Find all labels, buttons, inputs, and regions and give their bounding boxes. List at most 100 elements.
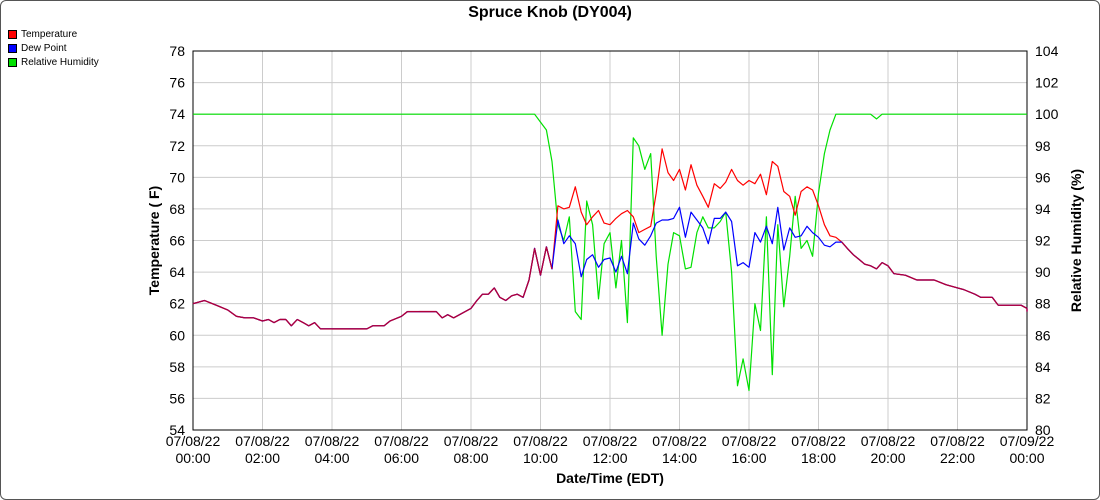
series-overlap-segment: [841, 241, 848, 249]
y-left-tick-label: 56: [169, 390, 185, 406]
series-overlap-segment: [893, 273, 906, 276]
x-tick-label-date: 07/08/22: [374, 433, 429, 449]
x-tick-label-time: 08:00: [453, 450, 488, 466]
series-overlap-segment: [273, 318, 281, 324]
series-overlap-segment: [516, 293, 524, 298]
series-overlap-segment: [435, 311, 443, 319]
series-overlap-segment: [505, 295, 513, 302]
x-tick-label-date: 07/08/22: [930, 433, 985, 449]
y-left-tick-label: 72: [169, 138, 185, 154]
series-overlap-segment: [870, 265, 877, 270]
series-overlap-segment: [539, 246, 548, 276]
x-tick-label-time: 10:00: [523, 450, 558, 466]
series-overlap-segment: [268, 318, 275, 324]
x-tick-label-time: 04:00: [314, 450, 349, 466]
y-left-tick-label: 78: [169, 43, 185, 59]
x-tick-label-time: 00:00: [1009, 450, 1044, 466]
x-tick-label-date: 07/08/22: [861, 433, 916, 449]
series-overlap-segment: [852, 254, 860, 260]
y-right-tick-label: 102: [1035, 75, 1059, 91]
x-tick-label-date: 07/09/22: [1000, 433, 1055, 449]
y-right-tick-label: 80: [1035, 422, 1051, 438]
series-overlap-segment: [459, 307, 472, 316]
series-overlap-segment: [262, 318, 269, 322]
y-left-tick-label: 54: [169, 422, 185, 438]
series-overlap-segment: [864, 263, 871, 267]
series-overlap-segment: [290, 319, 298, 327]
x-tick-label-time: 12:00: [592, 450, 627, 466]
series-overlap-segment: [476, 293, 483, 301]
y-right-tick-label: 94: [1035, 201, 1051, 217]
x-tick-label-time: 00:00: [175, 450, 210, 466]
x-tick-label-date: 07/08/22: [722, 433, 777, 449]
x-tick-label-date: 07/08/22: [235, 433, 290, 449]
y-left-tick-label: 58: [169, 359, 185, 375]
y-left-tick-label: 68: [169, 201, 185, 217]
y-right-tick-label: 98: [1035, 138, 1051, 154]
y-right-tick-label: 96: [1035, 169, 1051, 185]
legend-label-temperature: Temperature: [21, 28, 78, 40]
series-overlap-segment: [991, 296, 999, 306]
legend-label-dew-point: Dew Point: [21, 42, 67, 54]
x-tick-label-time: 16:00: [731, 450, 766, 466]
series-overlap-segment: [963, 288, 976, 295]
series-overlap-segment: [499, 296, 507, 302]
series-overlap-segment: [308, 322, 315, 327]
series-overlap-segment: [846, 247, 854, 256]
y-right-tick-label: 82: [1035, 390, 1051, 406]
series-layer: [192, 113, 1028, 392]
y-left-tick-label: 66: [169, 233, 185, 249]
series-overlap-segment: [974, 293, 982, 298]
series-overlap-segment: [227, 309, 237, 317]
series-overlap-segment: [253, 317, 263, 322]
x-tick-label-time: 22:00: [940, 450, 975, 466]
series-overlap-segment: [314, 322, 322, 330]
legend-swatch-dew-point: [8, 43, 17, 53]
series-overlap-segment: [858, 258, 866, 265]
series-overlap-segment: [366, 325, 373, 330]
x-tick-label-date: 07/08/22: [305, 433, 360, 449]
y-left-tick-label: 60: [169, 327, 185, 343]
series-overlap-segment: [216, 304, 228, 311]
series-overlap-segment: [487, 287, 495, 295]
y-right-tick-label: 88: [1035, 296, 1051, 312]
series-overlap-segment: [204, 299, 217, 306]
legend-swatch-temperature: [8, 29, 17, 39]
x-tick-label-time: 02:00: [245, 450, 280, 466]
x-tick-label-date: 07/08/22: [652, 433, 707, 449]
series-overlap-segment: [192, 299, 205, 305]
x-tick-label-time: 20:00: [870, 450, 905, 466]
series-overlap-segment: [401, 311, 408, 317]
tick-labels: 54 80 56 82 58 84 60 86 62 88 64 90 66 92 68 94 70 96 72 98…: [166, 43, 1059, 466]
y-right-tick-label: 90: [1035, 264, 1051, 280]
series-overlap-segment: [876, 262, 883, 270]
y-left-tick-label: 64: [169, 264, 185, 280]
y-right-tick-label: 100: [1035, 106, 1059, 122]
series-overlap-segment: [383, 320, 391, 327]
x-tick-label-date: 07/08/22: [444, 433, 499, 449]
series-overlap-segment: [528, 248, 536, 281]
chart-legend: Temperature Dew Point Relative Humidity: [8, 27, 99, 69]
series-overlap-segment: [905, 274, 918, 281]
x-tick-label-date: 07/08/22: [166, 433, 221, 449]
grid-lines: [192, 50, 1028, 431]
series-overlap-segment: [296, 318, 304, 324]
series-overlap-segment: [522, 279, 530, 298]
legend-item-temperature: Temperature: [8, 27, 99, 41]
series-overlap-segment: [545, 246, 553, 270]
series-overlap-segment: [441, 314, 449, 319]
series-overlap-segment: [933, 279, 947, 286]
legend-item-relative-humidity: Relative Humidity: [8, 55, 99, 69]
series-overlap-segment: [453, 314, 460, 319]
y-left-tick-label: 76: [169, 75, 185, 91]
x-tick-label-time: 14:00: [662, 450, 697, 466]
chart-title: Spruce Knob (DY004): [468, 4, 632, 21]
series-overlap-segment: [1020, 304, 1028, 309]
x-tick-label-time: 18:00: [801, 450, 836, 466]
series-overlap-segment: [957, 287, 964, 291]
legend-item-dew-point: Dew Point: [8, 41, 99, 55]
series-overlap-segment: [881, 262, 889, 267]
series-overlap-segment: [236, 315, 246, 319]
